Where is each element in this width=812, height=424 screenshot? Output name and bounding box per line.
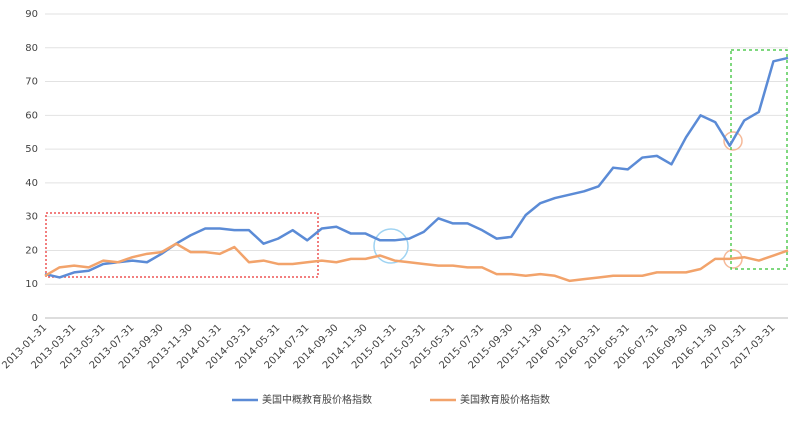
legend-label: 美国中概教育股价格指数	[262, 393, 372, 406]
y-tick-label: 10	[25, 279, 38, 290]
y-tick-label: 60	[25, 110, 38, 121]
highlight-box	[45, 212, 319, 278]
y-tick-label: 30	[25, 212, 38, 223]
highlight-box	[730, 49, 788, 270]
y-tick-label: 40	[25, 178, 38, 189]
highlight-circle	[373, 228, 409, 264]
y-tick-label: 70	[25, 77, 38, 88]
line-series	[44, 56, 789, 279]
highlight-circle	[723, 131, 743, 151]
y-tick-label: 0	[32, 313, 38, 324]
y-tick-label: 50	[25, 144, 38, 155]
legend-label: 美国教育股价格指数	[460, 393, 550, 406]
y-tick-label: 90	[25, 9, 38, 20]
y-tick-label: 20	[25, 245, 38, 256]
line-series	[44, 242, 789, 283]
y-tick-label: 80	[25, 43, 38, 54]
